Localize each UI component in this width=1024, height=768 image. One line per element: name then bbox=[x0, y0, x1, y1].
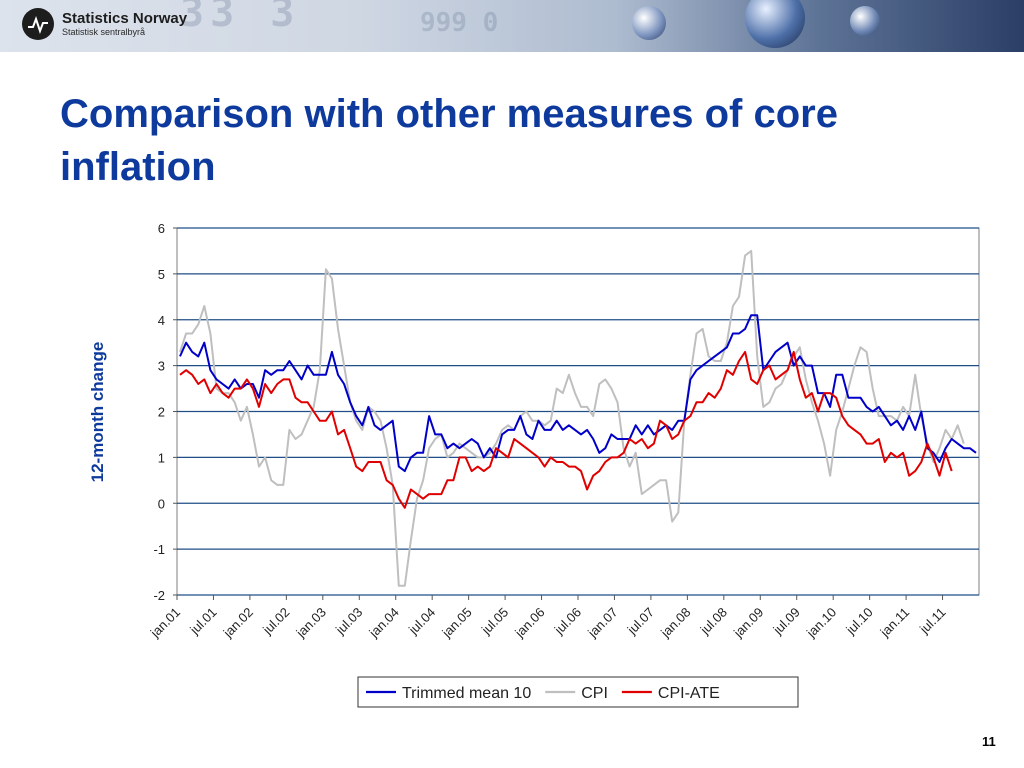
y-tick-label: 1 bbox=[158, 450, 165, 465]
x-tick-label: jan.03 bbox=[293, 605, 329, 641]
x-tick-label: jul.07 bbox=[624, 605, 657, 638]
logo-text: Statistics Norway Statistisk sentralbyrå bbox=[62, 10, 188, 38]
x-tick-label: jul.03 bbox=[332, 605, 365, 638]
x-tick-label: jul.05 bbox=[478, 605, 511, 638]
y-tick-label: 5 bbox=[158, 267, 165, 282]
x-tick-label: jul.01 bbox=[186, 605, 219, 638]
x-tick-label: jul.02 bbox=[259, 605, 292, 638]
x-tick-label: jul.06 bbox=[551, 605, 584, 638]
y-axis-label: 12-month change bbox=[88, 342, 107, 483]
series-line-cpi bbox=[179, 249, 965, 587]
series-line-cpi-ate bbox=[179, 350, 953, 509]
y-tick-label: 2 bbox=[158, 405, 165, 420]
x-tick-label: jul.10 bbox=[842, 605, 875, 638]
legend bbox=[357, 676, 799, 708]
x-tick-label: jan.06 bbox=[511, 605, 547, 641]
banner-decoration: 33 3 bbox=[180, 0, 301, 36]
legend-label: CPI bbox=[581, 685, 608, 702]
y-tick-label: -2 bbox=[153, 588, 165, 603]
x-tick-label: jul.04 bbox=[405, 605, 438, 638]
logo-name: Statistics Norway bbox=[62, 10, 188, 27]
x-tick-label: jan.08 bbox=[657, 605, 693, 641]
slide-title: Comparison with other measures of core i… bbox=[60, 92, 838, 189]
x-tick-label: jul.11 bbox=[916, 605, 949, 638]
x-tick-label: jan.11 bbox=[877, 605, 913, 641]
x-tick-label: jan.05 bbox=[438, 605, 474, 641]
y-tick-label: 4 bbox=[158, 313, 165, 328]
y-tick-label: 3 bbox=[158, 359, 165, 374]
y-tick-label: -1 bbox=[153, 542, 165, 557]
x-tick-label: jan.07 bbox=[584, 605, 620, 641]
x-tick-label: jul.09 bbox=[770, 605, 803, 638]
legend-label: CPI-ATE bbox=[658, 685, 720, 702]
logo-subtitle: Statistisk sentralbyrå bbox=[62, 27, 146, 37]
x-tick-label: jan.01 bbox=[147, 605, 183, 641]
x-tick-label: jan.04 bbox=[365, 605, 401, 641]
x-tick-label: jul.08 bbox=[697, 605, 730, 638]
legend-label: Trimmed mean 10 bbox=[402, 685, 531, 702]
slide-number: 11 bbox=[982, 734, 996, 749]
x-tick-label: jan.02 bbox=[220, 605, 256, 641]
logo-mark-icon bbox=[22, 8, 54, 40]
banner-decoration-2: 999 0 bbox=[420, 8, 499, 38]
x-tick-label: jan.09 bbox=[730, 605, 766, 641]
banner-sphere-icon bbox=[745, 0, 805, 48]
logo: Statistics Norway Statistisk sentralbyrå bbox=[22, 8, 187, 40]
header-banner: 33 3 999 0 Statistics Norway Statistisk … bbox=[0, 0, 1024, 52]
banner-sphere-icon bbox=[850, 6, 880, 36]
y-tick-label: 0 bbox=[158, 496, 165, 511]
y-tick-label: 6 bbox=[158, 221, 165, 236]
banner-sphere-icon bbox=[632, 6, 666, 40]
series-line-trimmed-mean-10 bbox=[179, 314, 977, 473]
x-tick-label: jan.10 bbox=[803, 605, 839, 641]
